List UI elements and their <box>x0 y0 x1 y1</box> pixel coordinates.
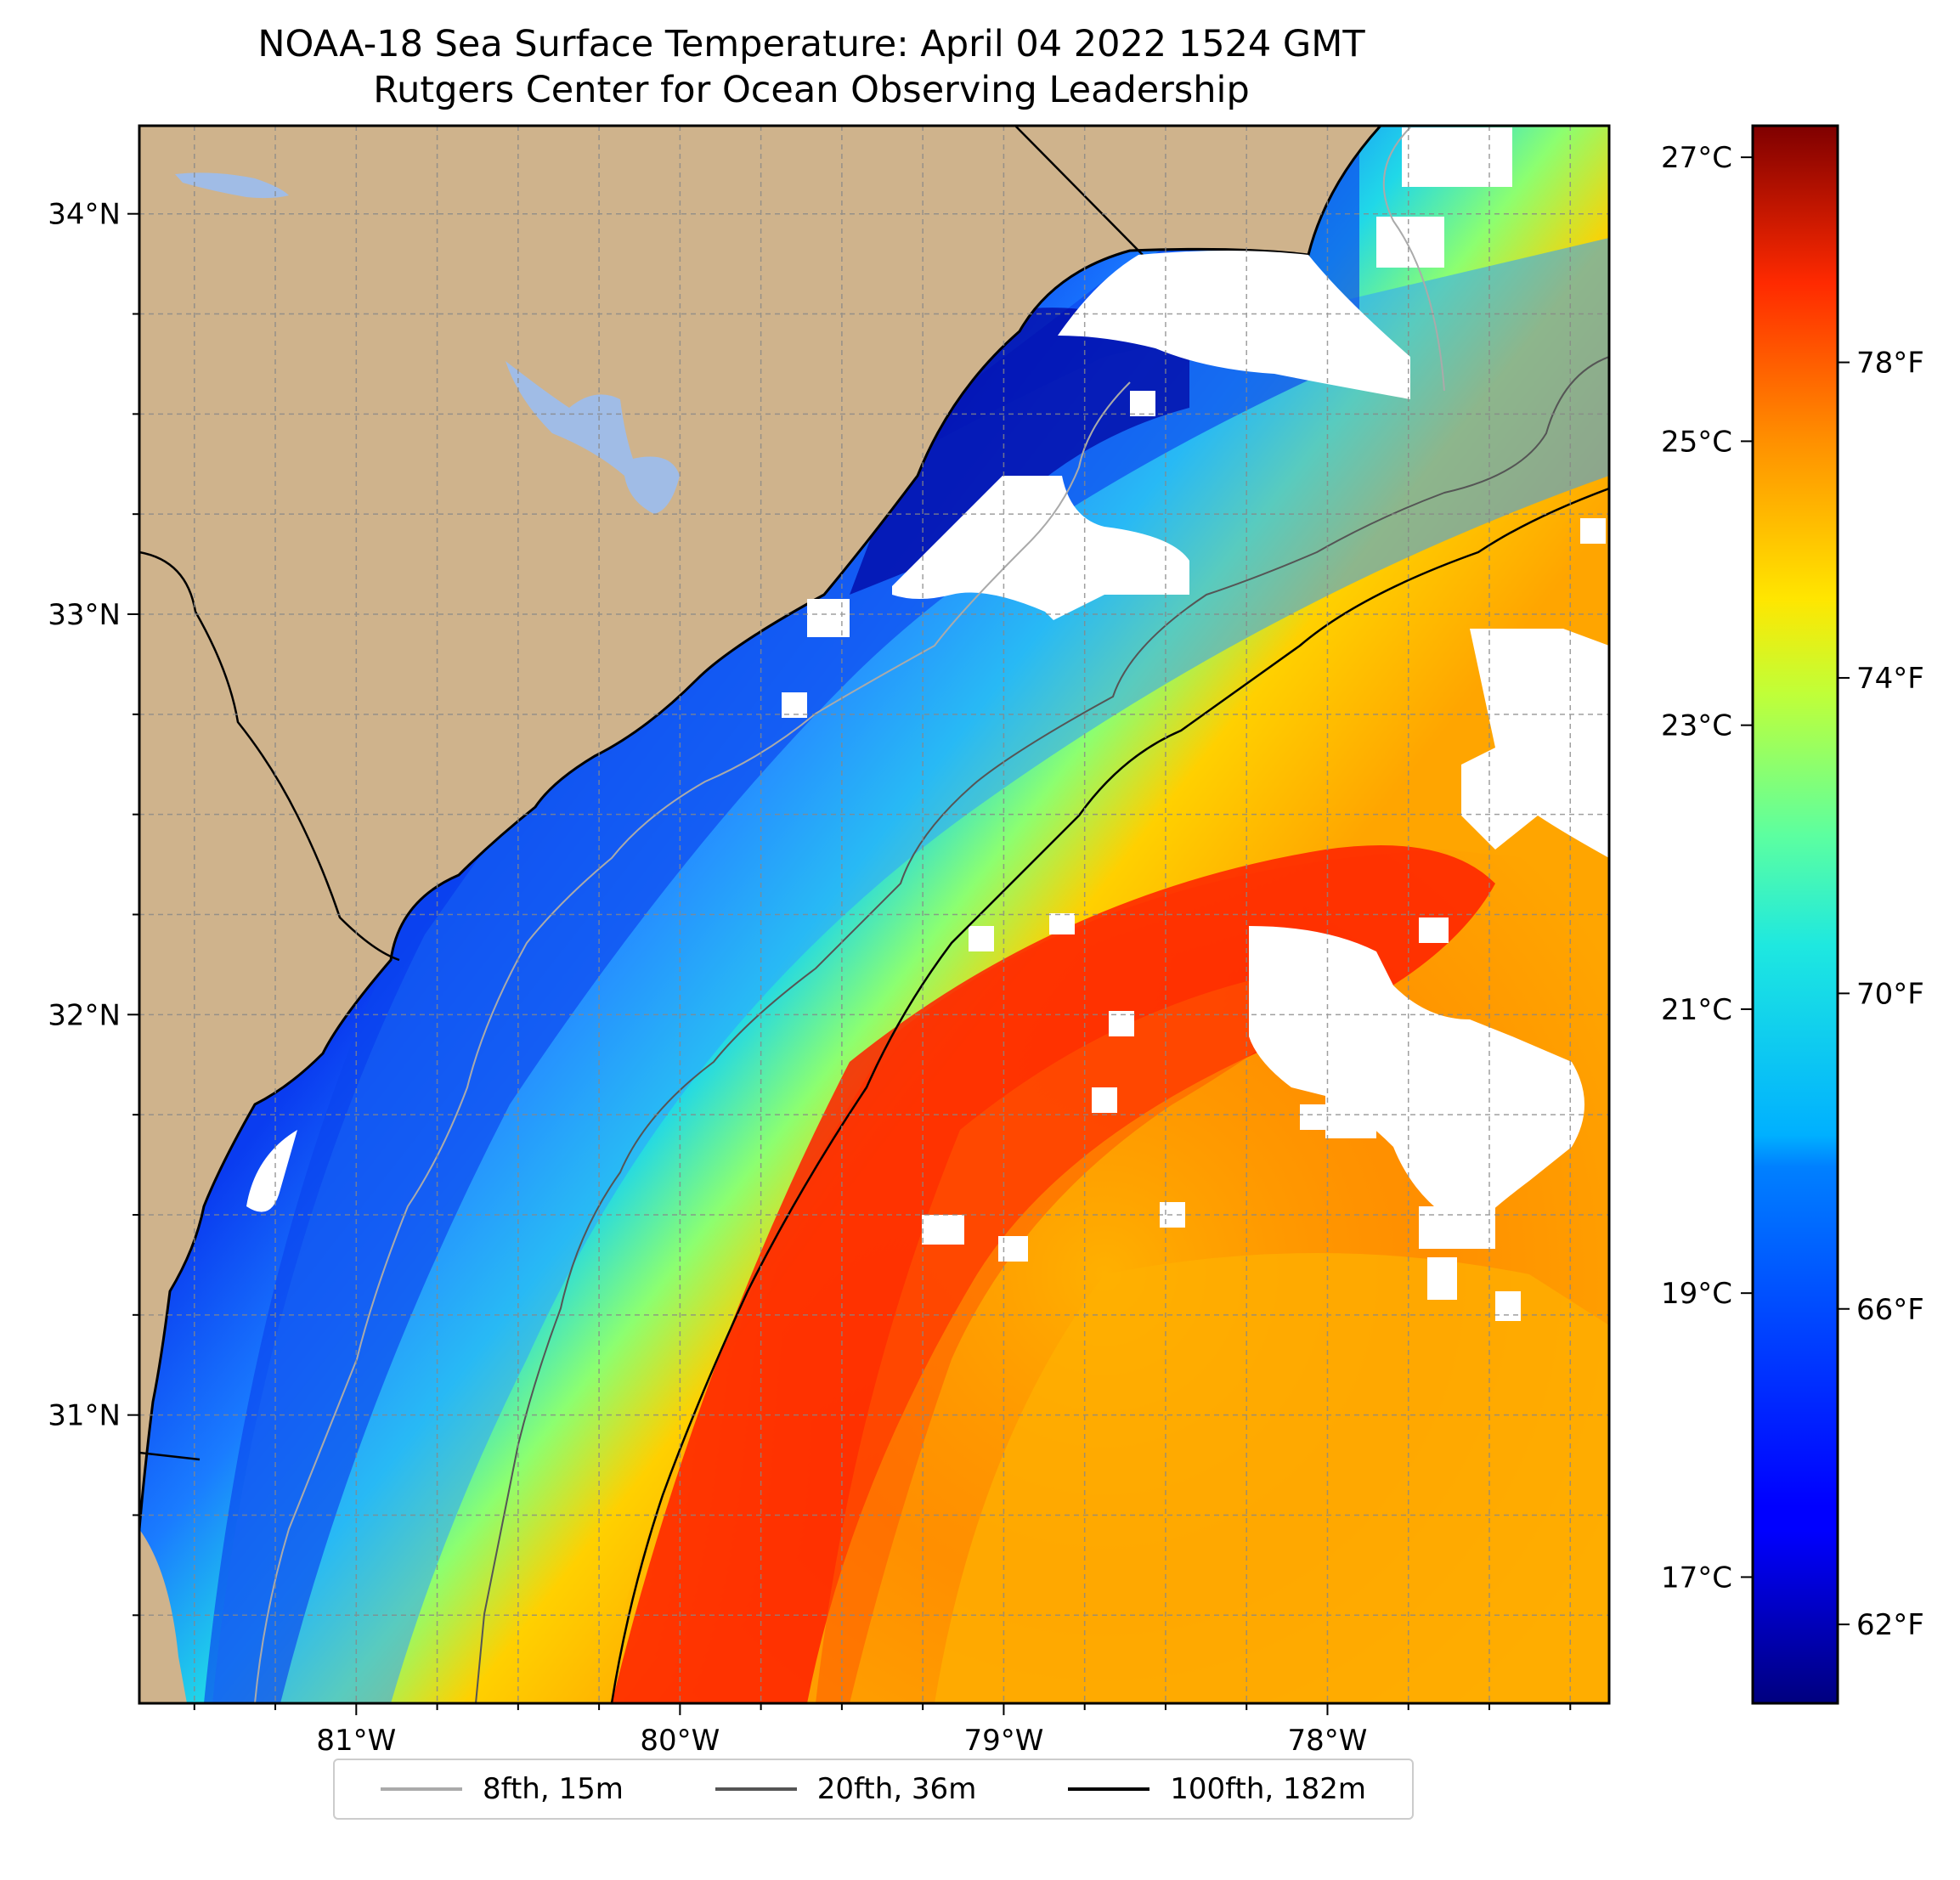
colorbar <box>1751 124 1839 1705</box>
celsius-tick-label: 23°C <box>1661 709 1732 743</box>
chart-subtitle: Rutgers Center for Ocean Observing Leade… <box>373 69 1250 111</box>
celsius-tick-label: 25°C <box>1661 425 1732 459</box>
legend-item-20fth: 20fth, 36m <box>715 1772 977 1806</box>
gulf-stream-core <box>612 845 1495 1703</box>
celsius-tick-label: 19°C <box>1661 1277 1732 1311</box>
fahrenheit-tick-label: 70°F <box>1856 977 1924 1011</box>
fahrenheit-tick-label: 62°F <box>1856 1608 1924 1642</box>
legend-item-8fth: 8fth, 15m <box>380 1772 624 1806</box>
legend-label-8fth: 8fth, 15m <box>482 1772 624 1806</box>
isobath-8fth <box>254 127 1445 1703</box>
map-axis-ticks: 81°W 80°W 79°W 78°W 31°N 32°N 33°N 34°N <box>48 198 1572 1758</box>
celsius-tick-label: 21°C <box>1661 993 1732 1027</box>
state-boundary-ga-fl <box>139 1451 201 1461</box>
shelf-cool-water <box>212 238 1609 1703</box>
lon-tick-label: 81°W <box>316 1724 396 1758</box>
isobath-legend: 8fth, 15m 20fth, 36m 100fth, 182m <box>333 1759 1414 1820</box>
land-mass <box>139 126 1381 1529</box>
land-mass-south <box>139 1529 187 1703</box>
chart-title: NOAA-18 Sea Surface Temperature: April 0… <box>257 23 1365 65</box>
colorbar-ticks: 17°C 19°C 21°C 23°C 25°C 27°C 62°F 66°F 70°F 74°F… <box>1661 141 1924 1642</box>
legend-swatch-8fth <box>380 1787 462 1791</box>
map-gridlines <box>139 126 1609 1703</box>
cloud-mask <box>246 127 1609 1321</box>
coastline <box>139 126 1382 1530</box>
lat-tick-label: 32°N <box>48 998 121 1032</box>
lat-tick-label: 33°N <box>48 598 121 632</box>
lon-tick-label: 79°W <box>963 1724 1043 1758</box>
celsius-tick-label: 27°C <box>1661 141 1732 175</box>
lake-2 <box>506 361 680 514</box>
fahrenheit-tick-label: 74°F <box>1856 662 1924 696</box>
legend-label-100fth: 100fth, 182m <box>1170 1772 1367 1806</box>
legend-swatch-20fth <box>715 1787 797 1791</box>
lat-tick-label: 34°N <box>48 198 121 232</box>
state-boundary-nc-sc <box>1014 126 1144 256</box>
fahrenheit-tick-label: 66°F <box>1856 1293 1924 1327</box>
legend-item-100fth: 100fth, 182m <box>1068 1772 1366 1806</box>
legend-label-20fth: 20fth, 36m <box>816 1772 977 1806</box>
lon-tick-label: 80°W <box>640 1724 720 1758</box>
legend-swatch-100fth <box>1068 1787 1150 1791</box>
gulf-stream-inner <box>816 960 1376 1703</box>
lake-1 <box>175 172 289 199</box>
lon-tick-label: 78°W <box>1288 1724 1368 1758</box>
map-area <box>139 126 1609 1703</box>
isobath-100fth <box>610 487 1609 1703</box>
celsius-tick-label: 17°C <box>1661 1561 1732 1595</box>
isobath-20fth <box>475 356 1609 1703</box>
offshore-warm-water <box>935 1253 1609 1703</box>
lat-tick-label: 31°N <box>48 1399 121 1433</box>
fahrenheit-tick-label: 78°F <box>1856 347 1924 381</box>
